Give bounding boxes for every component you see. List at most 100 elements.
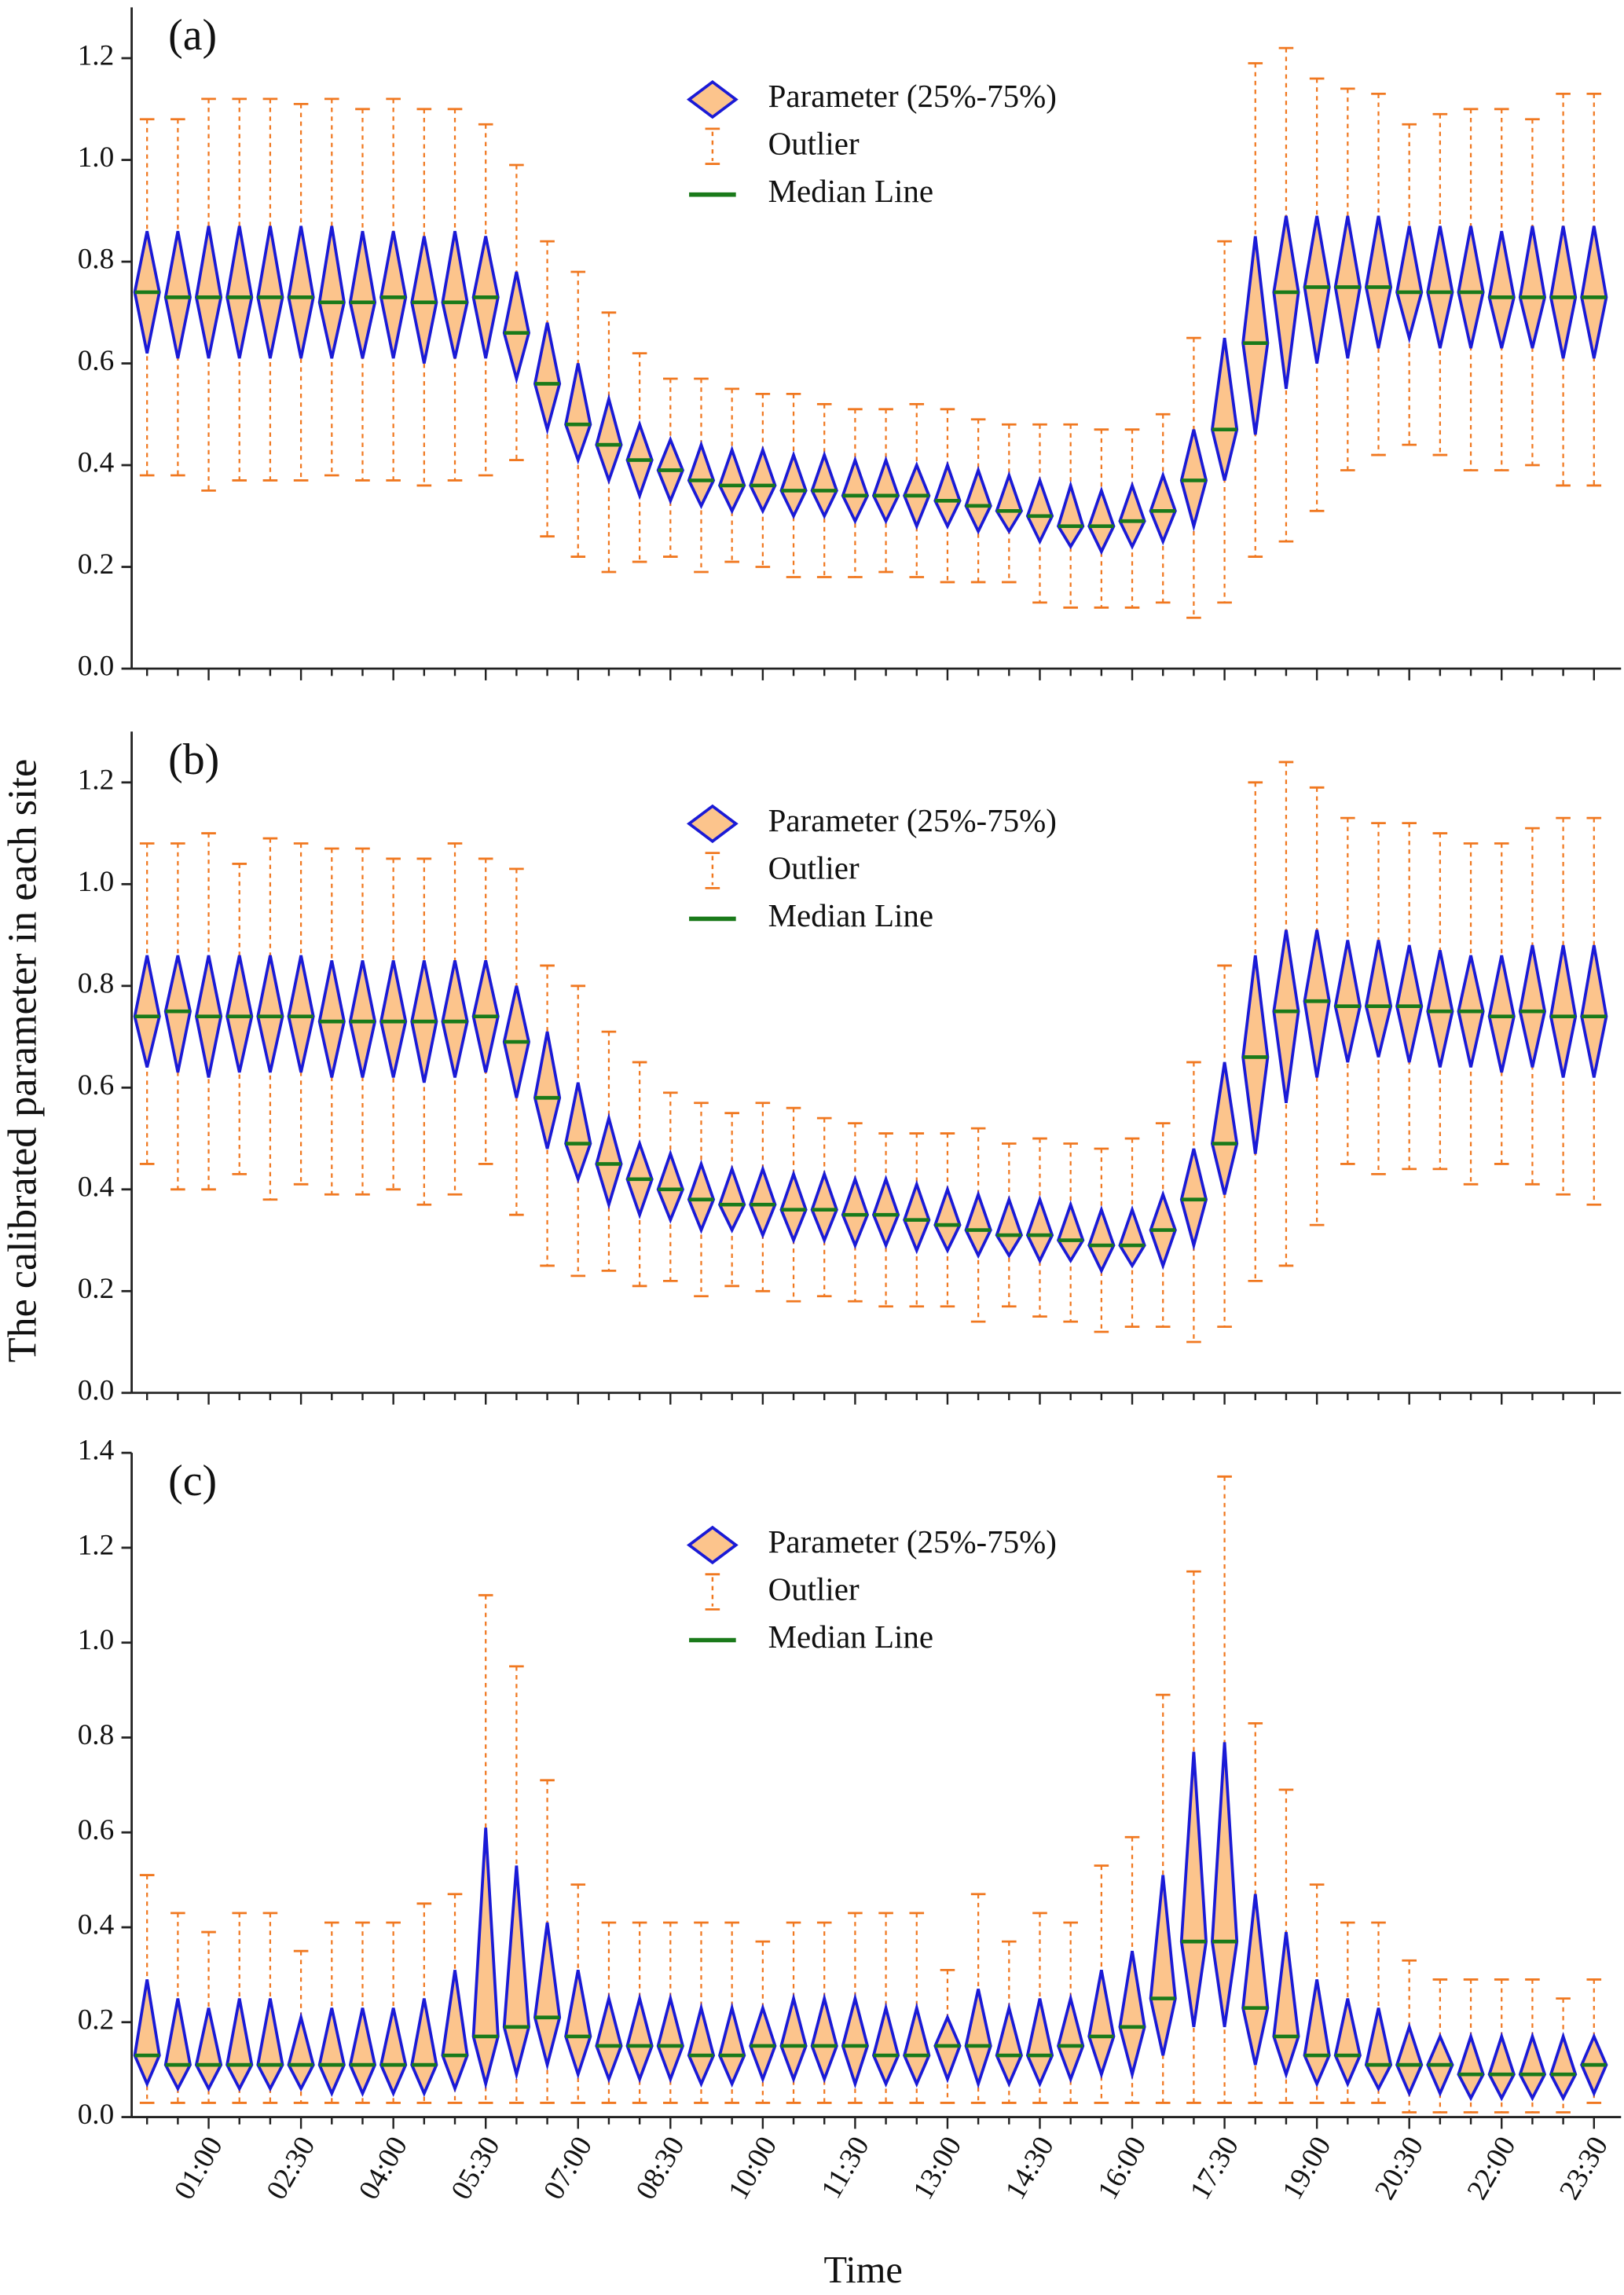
box <box>933 2014 962 2084</box>
box <box>995 2002 1023 2088</box>
x-tick-label: 02:30 <box>261 2132 322 2205</box>
box <box>379 230 408 359</box>
panel-label: (c) <box>168 1457 217 1505</box>
box <box>1426 225 1454 349</box>
box <box>1087 1205 1116 1274</box>
box <box>1549 944 1578 1078</box>
box <box>687 1159 716 1234</box>
box <box>1518 944 1546 1068</box>
box <box>1025 475 1054 545</box>
box <box>717 1164 746 1234</box>
box <box>903 2002 931 2088</box>
box <box>1241 1894 1270 2066</box>
box <box>779 1993 808 2084</box>
box <box>410 1998 438 2098</box>
x-tick-label: 05:30 <box>445 2132 507 2205</box>
box <box>810 1993 838 2084</box>
box <box>471 1828 500 2090</box>
box <box>1549 225 1578 359</box>
box <box>964 465 992 535</box>
box <box>379 2007 408 2098</box>
box <box>749 1164 777 1240</box>
box <box>1057 1993 1085 2084</box>
y-tick-label: 0.0 <box>78 1374 115 1406</box>
x-tick-label: 13:00 <box>907 2132 968 2205</box>
box <box>379 960 408 1078</box>
legend-label: Median Line <box>768 173 933 209</box>
y-tick-label: 1.0 <box>78 866 115 898</box>
box <box>779 450 808 520</box>
box <box>348 960 377 1078</box>
y-tick-label: 1.4 <box>78 1435 115 1467</box>
box <box>656 1993 684 2084</box>
box <box>133 1979 161 2088</box>
box <box>163 1998 192 2092</box>
box <box>502 271 530 385</box>
y-tick-label: 0.4 <box>78 447 115 479</box>
x-tick-label: 23:30 <box>1553 2132 1615 2205</box>
y-tick-label: 1.2 <box>78 40 115 72</box>
box <box>871 2002 900 2088</box>
legend-label: Parameter (25%-75%) <box>768 802 1057 838</box>
box <box>564 1970 592 2080</box>
box <box>595 393 623 486</box>
box <box>1211 1742 1239 2028</box>
y-tick-label: 0.2 <box>78 2004 115 2036</box>
box <box>1118 1205 1146 1269</box>
box <box>871 455 900 525</box>
box <box>1364 940 1393 1058</box>
legend-label: Median Line <box>768 897 933 933</box>
legend-label: Parameter (25%-75%) <box>768 1523 1057 1560</box>
box <box>841 1993 870 2089</box>
box <box>717 445 746 515</box>
box <box>595 1112 623 1210</box>
box <box>502 1865 530 2081</box>
box <box>1518 225 1546 349</box>
box <box>317 225 346 359</box>
panel-label: (b) <box>168 735 219 784</box>
box <box>964 1989 992 2089</box>
box <box>779 1169 808 1245</box>
x-tick-label: 20:30 <box>1369 2132 1430 2205</box>
box <box>133 955 161 1068</box>
box <box>1457 225 1485 349</box>
box <box>533 1031 562 1149</box>
box <box>1333 940 1362 1063</box>
box <box>225 1998 254 2092</box>
legend-swatch <box>686 804 739 844</box>
box <box>1580 225 1608 359</box>
box <box>1025 1998 1054 2088</box>
box <box>1241 955 1270 1154</box>
box <box>441 1970 469 2093</box>
box <box>1056 1200 1085 1264</box>
y-tick-label: 0.6 <box>78 345 115 377</box>
box <box>1395 225 1424 344</box>
x-tick-label: 17:30 <box>1184 2132 1245 2205</box>
legend-label: Median Line <box>768 1619 933 1655</box>
x-tick-label: 19:00 <box>1277 2132 1338 2205</box>
x-tick-label: 10:00 <box>722 2132 783 2205</box>
y-axis-label: The calibrated parameter in each site <box>0 759 45 1362</box>
box <box>1426 950 1454 1068</box>
box <box>841 455 870 525</box>
box <box>810 1169 838 1245</box>
box <box>564 363 592 465</box>
x-tick-label: 11:30 <box>816 2132 876 2205</box>
panel-label: (a) <box>168 11 217 60</box>
box <box>1211 337 1239 481</box>
box <box>256 225 284 359</box>
y-tick-label: 0.2 <box>78 1273 115 1305</box>
y-tick-label: 1.2 <box>78 764 115 796</box>
legend-label: Outlier <box>768 126 860 162</box>
legend-label: Outlier <box>768 849 860 885</box>
box <box>1149 471 1177 546</box>
box <box>441 230 469 359</box>
box <box>718 2002 746 2088</box>
y-tick-label: 0.6 <box>78 1069 115 1102</box>
box <box>687 2002 716 2088</box>
box <box>194 225 223 359</box>
box <box>1333 1998 1362 2088</box>
box <box>287 955 315 1073</box>
